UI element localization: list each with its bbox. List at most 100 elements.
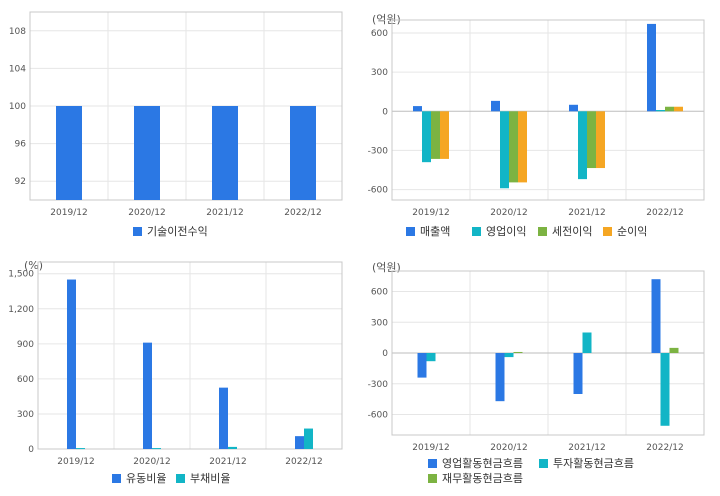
- bar-1: [647, 23, 656, 112]
- y-tick-label: 300: [371, 318, 388, 328]
- unit-label: (억원): [372, 261, 401, 274]
- y-tick-label: 600: [371, 288, 388, 298]
- bar-2: [582, 332, 592, 353]
- x-tick-label: 2021/12: [209, 457, 246, 467]
- plot-frame: [391, 270, 705, 436]
- y-tick-label: 300: [17, 410, 34, 420]
- bar-1: [495, 353, 505, 402]
- bar-3: [669, 347, 679, 353]
- y-tick-label: 1,500: [8, 270, 34, 280]
- y-tick-label: -600: [368, 411, 389, 421]
- bar-1: [413, 106, 422, 112]
- bar-1: [134, 106, 160, 200]
- legend-label: 세전이익: [552, 225, 592, 238]
- y-tick-label: 104: [9, 64, 26, 74]
- bar-2: [504, 353, 514, 358]
- legend-label: 매출액: [420, 225, 450, 238]
- bar-3: [509, 111, 518, 183]
- x-tick-label: 2020/12: [490, 208, 527, 218]
- x-tick-label: 2019/12: [57, 457, 94, 467]
- legend-label: 영업이익: [486, 225, 526, 238]
- bar-3: [587, 111, 596, 169]
- y-tick-label: -300: [368, 146, 389, 156]
- legend-label: 유동비율: [126, 472, 166, 485]
- x-tick-label: 2022/12: [285, 457, 322, 467]
- bar-2: [76, 448, 85, 450]
- bar-1: [56, 106, 82, 200]
- legend-label: 투자활동현금흐름: [553, 456, 634, 470]
- legend-label: 기술이전수익: [147, 225, 208, 238]
- y-tick-label: 1,200: [8, 305, 34, 315]
- bar-3: [513, 351, 523, 353]
- plot-frame: [391, 19, 705, 201]
- bar-2: [656, 110, 665, 112]
- bar-2: [304, 428, 313, 449]
- y-tick-label: 900: [17, 340, 34, 350]
- y-tick-label: -300: [368, 380, 389, 390]
- x-tick-label: 2020/12: [128, 208, 165, 218]
- y-tick-label: 600: [371, 29, 388, 39]
- legend-swatch: [176, 474, 185, 483]
- x-tick-label: 2021/12: [568, 208, 605, 218]
- legend-label: 영업활동현금흐름: [442, 456, 523, 470]
- legend-label: 부채비율: [190, 472, 230, 485]
- bar-2: [500, 111, 509, 189]
- bar-2: [152, 448, 161, 450]
- bar-3: [665, 106, 674, 112]
- bar-1: [569, 104, 578, 112]
- x-tick-label: 2021/12: [206, 208, 243, 218]
- bar-1: [143, 342, 152, 449]
- bar-2: [578, 111, 587, 180]
- x-tick-label: 2022/12: [284, 208, 321, 218]
- bar-1: [417, 353, 427, 378]
- legend-swatch: [112, 474, 121, 483]
- y-tick-label: 600: [17, 375, 34, 385]
- legend-label: 순이익: [617, 225, 647, 238]
- legend-swatch: [133, 227, 142, 236]
- bar-1: [212, 106, 238, 200]
- chart-4: (억원) -600 -300 0 300 600 2019/12 2020/12 2021/12…: [368, 261, 705, 485]
- bar-1: [651, 279, 661, 353]
- legend-label: 재무활동현금흐름: [442, 471, 523, 485]
- plot-frame: [37, 261, 343, 450]
- bar-1: [295, 436, 304, 449]
- y-tick-label: 0: [28, 445, 34, 455]
- bar-4: [518, 111, 527, 183]
- chart-2: (억원) -600 -300 0 300 600 2019/12 2020/12 2021/12…: [368, 13, 705, 238]
- bar-2: [660, 353, 670, 426]
- x-tick-label: 2020/12: [490, 443, 527, 453]
- bar-1: [573, 353, 583, 394]
- legend-swatch: [428, 474, 437, 483]
- legend-swatch: [428, 459, 437, 468]
- y-tick-label: 100: [9, 102, 26, 112]
- bar-4: [596, 111, 605, 169]
- y-tick-label: 0: [382, 349, 388, 359]
- bar-2: [422, 111, 431, 163]
- legend-swatch: [539, 459, 548, 468]
- bar-4: [674, 106, 683, 112]
- bar-2: [228, 446, 237, 449]
- y-tick-label: -600: [368, 186, 389, 196]
- x-tick-label: 2019/12: [412, 443, 449, 453]
- legend-swatch: [472, 227, 481, 236]
- legend-swatch: [603, 227, 612, 236]
- x-tick-label: 2019/12: [412, 208, 449, 218]
- chart-1: 92 96 100 104 108 2019/12 2020/12 2021/12 2022/1…: [9, 11, 343, 238]
- legend-swatch: [538, 227, 547, 236]
- x-tick-label: 2022/12: [646, 208, 683, 218]
- bar-1: [491, 100, 500, 112]
- x-tick-label: 2019/12: [50, 208, 87, 218]
- y-tick-label: 96: [15, 140, 27, 150]
- y-tick-label: 0: [382, 107, 388, 117]
- x-tick-label: 2020/12: [133, 457, 170, 467]
- bar-3: [431, 111, 440, 159]
- x-tick-label: 2022/12: [646, 443, 683, 453]
- bar-4: [440, 111, 449, 159]
- bar-2: [426, 353, 436, 362]
- legend-swatch: [406, 227, 415, 236]
- unit-label: (억원): [372, 13, 401, 26]
- bar-1: [219, 387, 228, 449]
- y-tick-label: 300: [371, 68, 388, 78]
